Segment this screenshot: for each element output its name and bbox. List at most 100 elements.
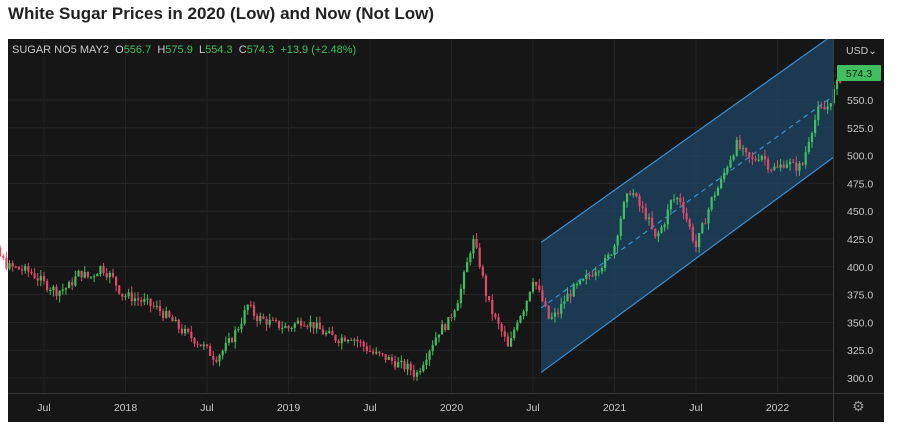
last-price-label: 574.3 — [846, 68, 872, 80]
candle-body — [290, 328, 293, 330]
candle-body — [478, 247, 481, 267]
candle-body — [221, 350, 224, 356]
candle-body — [419, 371, 422, 373]
candle-body — [381, 353, 384, 355]
candle-body — [553, 312, 557, 317]
currency-selector[interactable]: USD⌄ — [846, 45, 877, 57]
candle-body — [403, 360, 406, 370]
candle-body — [754, 158, 757, 161]
candle-body — [158, 305, 162, 312]
candle-body — [171, 316, 174, 322]
candle-body — [472, 238, 475, 254]
candle-body — [262, 316, 265, 319]
candle-body — [71, 282, 74, 286]
candle-body — [566, 293, 569, 302]
candle-body — [118, 285, 121, 294]
candle-body — [271, 319, 274, 321]
candle-body — [456, 303, 459, 311]
candle-body — [196, 343, 199, 345]
close-label: C — [238, 44, 247, 56]
candle-body — [782, 164, 785, 168]
candle-body — [136, 298, 140, 301]
candle-body — [676, 197, 679, 200]
candle-body — [328, 331, 331, 333]
candle-body — [726, 167, 729, 173]
candle-body — [168, 311, 171, 317]
candle-body — [792, 161, 795, 163]
candle-body — [77, 270, 80, 277]
candle-body — [340, 337, 343, 344]
candle-body — [218, 355, 221, 362]
candle-body — [719, 179, 723, 188]
candle-body — [268, 319, 271, 325]
candle-body — [572, 284, 575, 297]
candle-body — [346, 339, 350, 342]
candle-body — [560, 303, 563, 314]
candle-body — [660, 227, 663, 233]
candle-body — [459, 288, 463, 304]
candle-body — [384, 354, 387, 360]
candle-body — [412, 369, 415, 377]
open-label: O — [115, 44, 124, 56]
x-tick-label: Jul — [37, 402, 50, 414]
candle-body — [177, 319, 180, 329]
candle-body — [321, 329, 325, 335]
low-value: 554.3 — [205, 44, 233, 56]
candle-body — [281, 327, 284, 329]
candle-body — [531, 281, 535, 292]
candle-body — [440, 324, 444, 335]
y-tick-label: 550.0 — [847, 95, 873, 107]
gear-icon[interactable]: ⚙ — [852, 398, 865, 414]
candle-body — [682, 201, 685, 214]
candle-body — [578, 280, 582, 285]
candle-body — [284, 326, 287, 328]
candle-body — [591, 275, 594, 277]
candle-body — [152, 305, 155, 307]
y-tick-label: 325.0 — [847, 345, 873, 357]
candle-body — [654, 228, 657, 237]
candle-body — [2, 256, 5, 258]
candle-body — [469, 253, 472, 263]
candle-body — [594, 272, 597, 276]
candle-body — [751, 156, 754, 159]
candle-body — [484, 275, 488, 297]
candle-body — [387, 357, 390, 360]
candle-body — [205, 344, 209, 347]
candle-body — [569, 293, 572, 297]
candle-body — [212, 355, 215, 360]
candle-body — [140, 300, 143, 302]
candle-body — [835, 80, 839, 90]
candle-body — [563, 301, 566, 304]
candle-body — [773, 166, 776, 170]
x-tick-label: 2020 — [440, 402, 464, 414]
candle-body — [710, 197, 713, 210]
candle-body — [694, 240, 698, 248]
candle-body — [729, 159, 732, 168]
candle-body — [312, 321, 315, 329]
candle-body — [500, 323, 503, 332]
candle-body — [585, 275, 588, 280]
candle-body — [519, 316, 522, 323]
ohlc-legend: SUGAR NO5 MAY2 O556.7 H575.9 L554.3 C574… — [12, 44, 356, 56]
open-value: 556.7 — [123, 44, 152, 56]
candle-body — [8, 263, 11, 269]
candle-body — [356, 339, 359, 342]
candle-body — [86, 271, 89, 277]
candle-body — [839, 80, 842, 83]
high-label: H — [157, 44, 166, 56]
candle-body — [629, 193, 632, 195]
candle-body — [318, 322, 321, 330]
candle-body — [522, 311, 525, 317]
candle-body — [409, 363, 412, 370]
candle-body — [39, 276, 42, 281]
candle-body — [362, 341, 365, 347]
candle-body — [124, 296, 127, 298]
candle-body — [368, 350, 372, 352]
candle-body — [14, 266, 17, 268]
candle-body — [299, 320, 303, 326]
candle-body — [230, 338, 234, 343]
candle-body — [114, 276, 118, 286]
candle-body — [823, 107, 826, 110]
candle-body — [801, 163, 804, 165]
